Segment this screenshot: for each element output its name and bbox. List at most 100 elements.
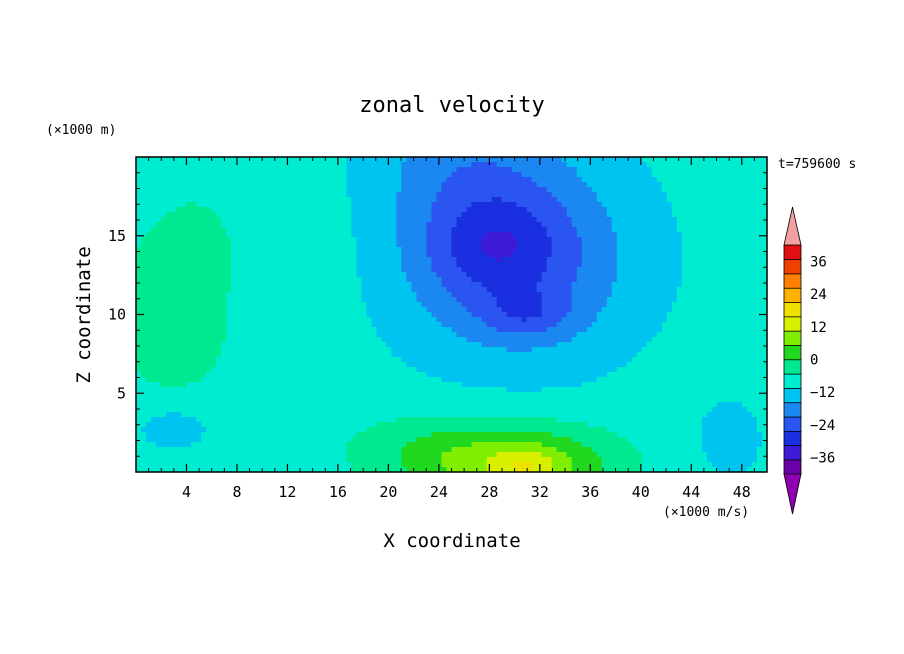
field-cell bbox=[251, 282, 257, 288]
field-cell bbox=[356, 342, 362, 348]
field-cell bbox=[641, 287, 648, 293]
field-cell bbox=[526, 312, 533, 318]
field-cell bbox=[601, 227, 608, 233]
field-cell bbox=[141, 267, 147, 273]
field-cell bbox=[256, 222, 262, 228]
field-cell bbox=[466, 197, 473, 203]
field-cell bbox=[591, 322, 598, 328]
field-cell bbox=[646, 182, 653, 188]
field-cell bbox=[366, 202, 372, 208]
field-cell bbox=[586, 182, 593, 188]
field-cell bbox=[521, 332, 528, 338]
field-cell bbox=[201, 312, 207, 318]
field-cell bbox=[646, 157, 653, 163]
field-cell bbox=[401, 282, 408, 288]
field-cell bbox=[321, 172, 327, 178]
field-cell bbox=[521, 167, 528, 173]
field-cell bbox=[196, 332, 202, 338]
field-cell bbox=[756, 237, 763, 243]
field-cell bbox=[241, 277, 247, 283]
field-cell bbox=[586, 177, 593, 183]
field-cell bbox=[706, 157, 713, 163]
field-cell bbox=[531, 187, 538, 193]
field-cell bbox=[531, 257, 538, 263]
field-cell bbox=[631, 257, 638, 263]
field-cell bbox=[691, 342, 698, 348]
field-cell bbox=[241, 212, 247, 218]
field-cell bbox=[411, 167, 418, 173]
field-cell bbox=[461, 332, 468, 338]
field-cell bbox=[716, 332, 723, 338]
field-cell bbox=[586, 317, 593, 323]
field-cell bbox=[431, 207, 438, 213]
field-cell bbox=[351, 227, 357, 233]
field-cell bbox=[756, 172, 763, 178]
field-cell bbox=[641, 267, 648, 273]
field-cell bbox=[676, 332, 683, 338]
field-cell bbox=[611, 267, 618, 273]
field-cell bbox=[321, 207, 327, 213]
field-cell bbox=[386, 282, 393, 288]
field-cell bbox=[671, 192, 678, 198]
field-cell bbox=[381, 247, 387, 253]
field-cell bbox=[666, 322, 673, 328]
field-cell bbox=[631, 317, 638, 323]
field-cell bbox=[476, 187, 483, 193]
field-cell bbox=[251, 227, 257, 233]
field-cell bbox=[191, 332, 197, 338]
field-cell bbox=[616, 307, 623, 313]
field-cell bbox=[671, 182, 678, 188]
field-cell bbox=[241, 162, 247, 168]
field-cell bbox=[296, 217, 302, 223]
field-cell bbox=[626, 287, 633, 293]
field-cell bbox=[471, 297, 478, 303]
field-cell bbox=[736, 277, 743, 283]
field-cell bbox=[481, 272, 488, 278]
field-cell bbox=[566, 322, 573, 328]
field-cell bbox=[501, 182, 508, 188]
field-cell bbox=[681, 247, 688, 253]
field-cell bbox=[566, 287, 573, 293]
field-cell bbox=[206, 162, 212, 168]
field-cell bbox=[141, 157, 147, 163]
field-cell bbox=[391, 292, 398, 298]
field-cell bbox=[596, 287, 603, 293]
field-cell bbox=[266, 172, 272, 178]
field-cell bbox=[671, 347, 678, 353]
field-cell bbox=[476, 182, 483, 188]
field-cell bbox=[581, 237, 588, 243]
field-cell bbox=[581, 337, 588, 343]
field-cell bbox=[581, 187, 588, 193]
field-cell bbox=[716, 177, 723, 183]
field-cell bbox=[261, 302, 267, 308]
field-cell bbox=[341, 192, 347, 198]
field-cell bbox=[631, 297, 638, 303]
field-cell bbox=[446, 197, 453, 203]
field-cell bbox=[626, 272, 633, 278]
field-cell bbox=[511, 297, 518, 303]
field-cell bbox=[676, 307, 683, 313]
field-cell bbox=[141, 227, 147, 233]
field-cell bbox=[281, 237, 287, 243]
field-cell bbox=[731, 212, 738, 218]
field-cell bbox=[701, 247, 708, 253]
field-cell bbox=[686, 177, 693, 183]
field-cell bbox=[731, 272, 738, 278]
field-cell bbox=[281, 337, 287, 343]
field-cell bbox=[481, 317, 488, 323]
field-cell bbox=[401, 327, 408, 333]
field-cell bbox=[526, 247, 533, 253]
field-cell bbox=[511, 162, 518, 168]
field-cell bbox=[591, 307, 598, 313]
field-cell bbox=[166, 352, 172, 358]
field-cell bbox=[411, 187, 418, 193]
field-cell bbox=[146, 162, 152, 168]
field-cell bbox=[516, 252, 523, 258]
field-cell bbox=[251, 222, 257, 228]
field-cell bbox=[356, 337, 362, 343]
field-cell bbox=[246, 337, 252, 343]
field-cell bbox=[521, 247, 528, 253]
field-cell bbox=[611, 232, 618, 238]
field-cell bbox=[246, 217, 252, 223]
field-cell bbox=[496, 247, 503, 253]
